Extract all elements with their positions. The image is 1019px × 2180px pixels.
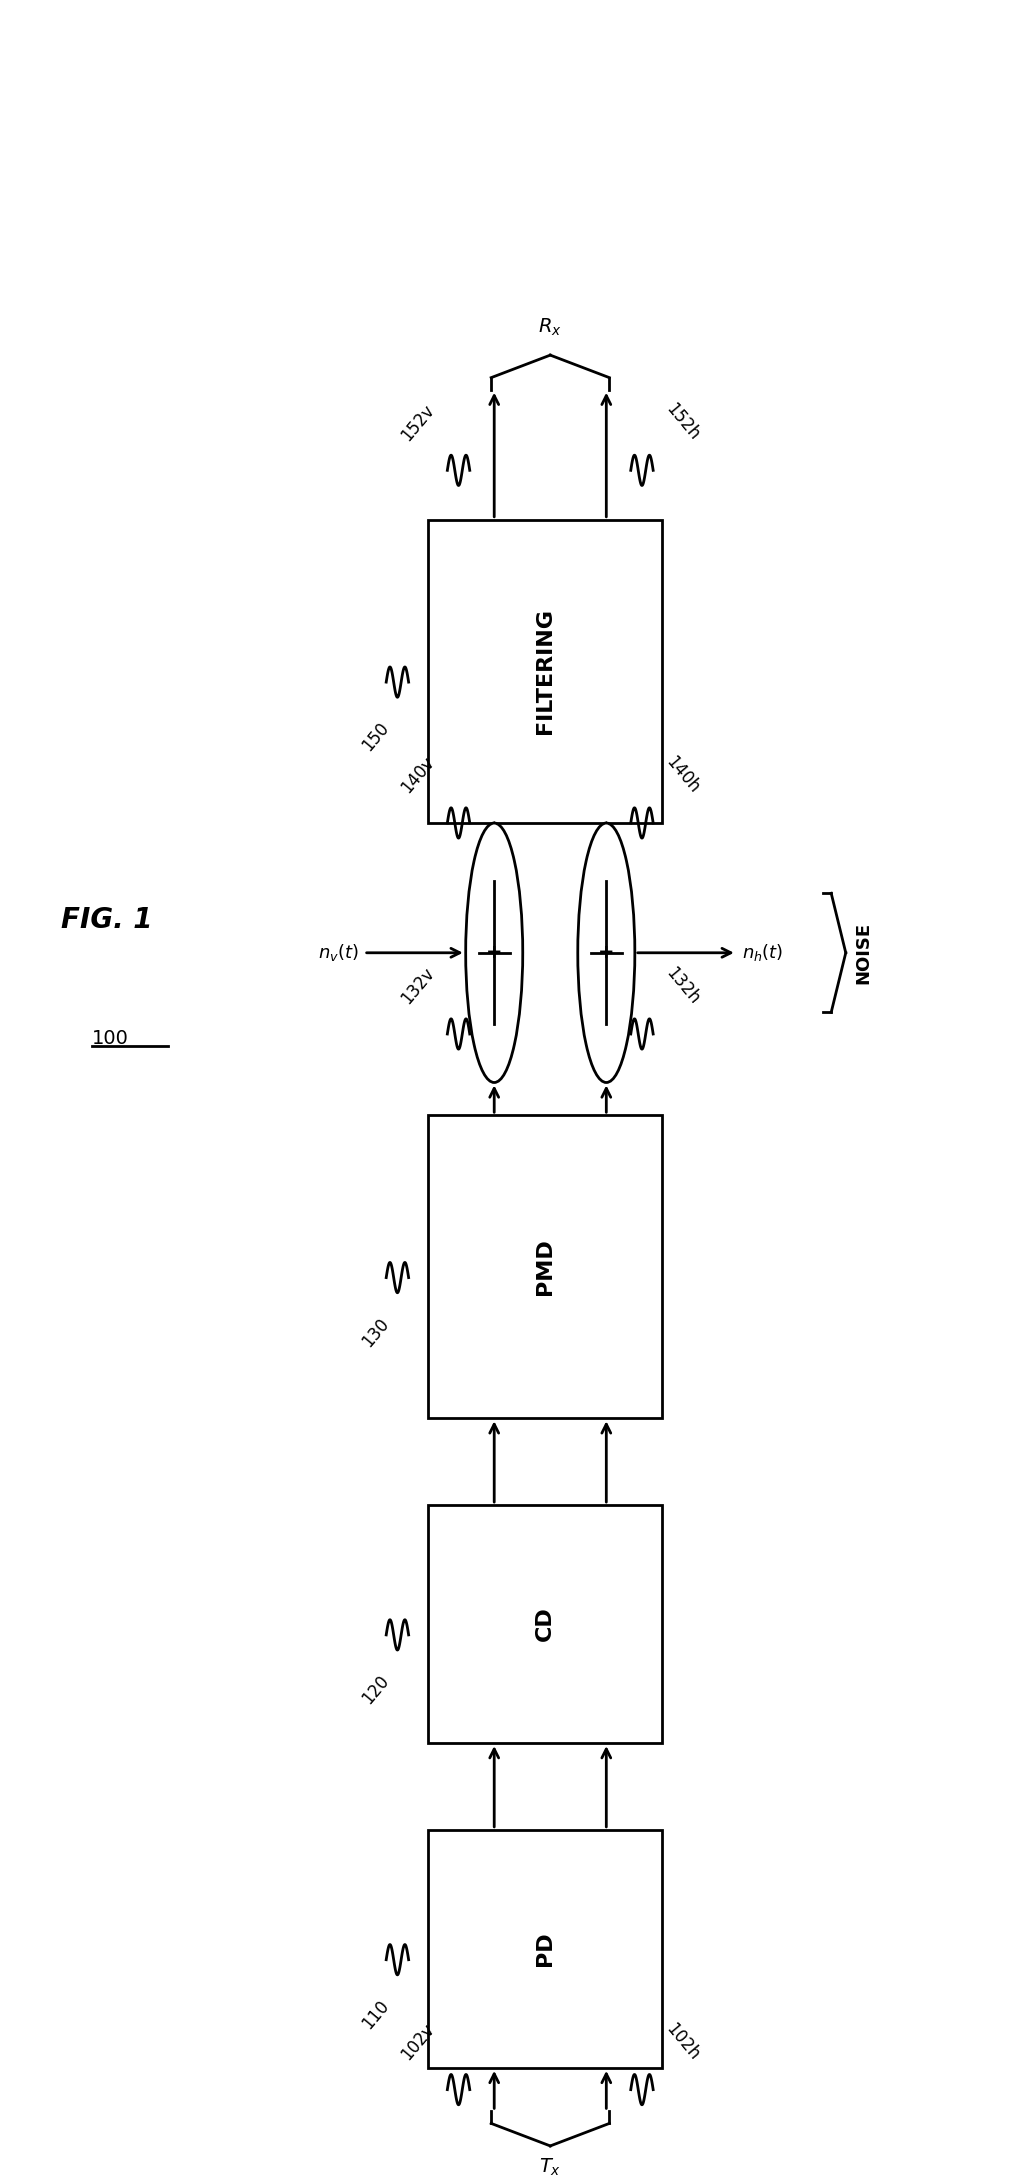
Text: 100: 100 — [92, 1029, 128, 1049]
Text: CD: CD — [535, 1607, 555, 1642]
Bar — [428, 1116, 662, 1419]
Text: 132h: 132h — [662, 964, 703, 1007]
Text: 152h: 152h — [662, 401, 703, 445]
Text: $n_v(t)$: $n_v(t)$ — [318, 942, 359, 964]
Text: 132v: 132v — [397, 964, 438, 1007]
Ellipse shape — [578, 824, 635, 1083]
Bar — [428, 1829, 662, 2069]
Bar — [428, 519, 662, 822]
Text: NOISE: NOISE — [854, 922, 872, 983]
Text: 130: 130 — [358, 1315, 392, 1349]
Text: 102v: 102v — [397, 2021, 438, 2064]
Text: 102h: 102h — [662, 2019, 703, 2064]
Text: PMD: PMD — [535, 1238, 555, 1295]
Text: 140h: 140h — [662, 752, 703, 798]
Text: $\mathit{R}_x$: $\mathit{R}_x$ — [538, 316, 562, 338]
Text: FIG. 1: FIG. 1 — [61, 907, 153, 935]
Text: 152v: 152v — [397, 401, 438, 445]
Ellipse shape — [466, 824, 523, 1083]
Bar — [428, 1504, 662, 1744]
Text: +: + — [598, 944, 614, 961]
Text: $n_h(t)$: $n_h(t)$ — [742, 942, 784, 964]
Text: FILTERING: FILTERING — [535, 608, 555, 735]
Text: 110: 110 — [358, 1997, 392, 2032]
Text: 140v: 140v — [397, 754, 438, 798]
Text: +: + — [486, 944, 502, 961]
Text: 120: 120 — [358, 1672, 392, 1707]
Text: 150: 150 — [359, 719, 392, 754]
Text: PD: PD — [535, 1931, 555, 1966]
Text: $\mathit{T}_x$: $\mathit{T}_x$ — [539, 2156, 561, 2178]
